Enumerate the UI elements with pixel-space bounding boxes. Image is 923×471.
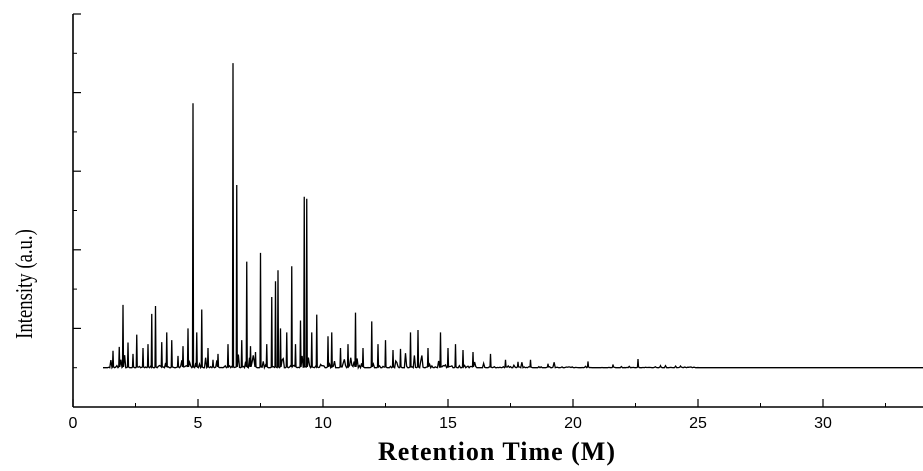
- y-axis-ticks: [73, 13, 81, 369]
- axes: [72, 14, 923, 408]
- x-axis-ticks: 05101520253035: [69, 399, 886, 432]
- y-axis-title: Intensity (a.u.): [11, 229, 38, 339]
- x-tick-label: 5: [194, 415, 203, 432]
- x-tick-label: 25: [689, 415, 707, 432]
- x-tick-label: 10: [314, 415, 332, 432]
- x-tick-label: 15: [439, 415, 457, 432]
- x-tick-label: 30: [814, 415, 832, 432]
- x-tick-label: 0: [69, 415, 78, 432]
- x-axis-title: Retention Time (M): [378, 437, 616, 466]
- chromatogram-trace: [103, 63, 923, 370]
- x-tick-label: 20: [564, 415, 582, 432]
